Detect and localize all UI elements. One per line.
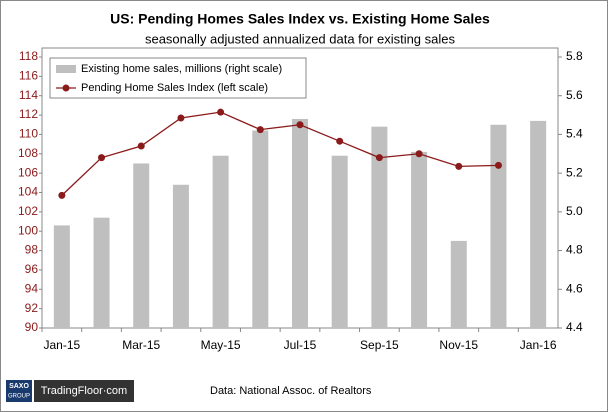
marker	[217, 108, 225, 116]
bar	[133, 163, 150, 328]
x-tick-label: May-15	[201, 338, 241, 352]
y2-tick-label: 5.4	[566, 127, 583, 141]
logo-bottom: GROUP	[8, 394, 30, 400]
y2-tick-label: 5.2	[566, 165, 583, 179]
y-tick-label: 110	[19, 127, 38, 141]
marker	[58, 191, 66, 199]
bar	[411, 151, 428, 328]
marker	[137, 142, 145, 150]
bar	[53, 225, 70, 328]
y-tick-label: 92	[25, 301, 39, 315]
marker	[296, 121, 304, 129]
bar	[212, 155, 229, 328]
marker	[494, 161, 502, 169]
y-tick-label: 98	[25, 243, 39, 257]
bar	[371, 126, 388, 328]
y-tick-label: 96	[25, 262, 39, 276]
y-tick-label: 118	[19, 49, 38, 63]
bar	[331, 155, 348, 328]
y2-tick-label: 5.0	[566, 204, 583, 218]
legend-box	[49, 57, 307, 99]
marker	[98, 154, 106, 162]
source: Data: National Assoc. of Realtors	[210, 385, 372, 397]
logo-top: SAXO	[9, 383, 29, 390]
y-tick-label: 102	[18, 204, 38, 218]
bar	[172, 184, 189, 328]
y-tick-label: 104	[18, 185, 38, 199]
bar	[530, 120, 547, 328]
x-tick-label: Mar-15	[122, 338, 160, 352]
brand: TradingFloor·com	[41, 385, 127, 397]
x-tick-label: Jul-15	[284, 338, 317, 352]
y2-tick-label: 4.4	[566, 320, 583, 334]
bar	[490, 124, 507, 328]
x-tick-label: Jan-16	[520, 338, 557, 352]
y2-tick-label: 5.8	[566, 49, 583, 63]
legend-label: Existing home sales, millions (right sca…	[81, 63, 282, 75]
y2-tick-label: 5.6	[566, 88, 583, 102]
chart-subtitle: seasonally adjusted annualized data for …	[145, 31, 456, 46]
marker	[336, 137, 344, 145]
legend-label: Pending Home Sales Index (left scale)	[81, 82, 268, 94]
y2-tick-label: 4.6	[566, 281, 583, 295]
x-tick-label: Sep-15	[360, 338, 399, 352]
bar	[292, 118, 308, 328]
y-tick-label: 106	[18, 165, 38, 179]
y2-tick-label: 4.8	[566, 243, 583, 257]
y-tick-label: 112	[19, 107, 38, 121]
bar	[450, 240, 467, 328]
bar	[93, 217, 110, 328]
y-tick-label: 114	[19, 88, 38, 102]
x-tick-label: Jan-15	[43, 338, 80, 352]
y-tick-label: 94	[25, 281, 39, 295]
x-tick-label: Nov-15	[439, 338, 478, 352]
y-tick-label: 108	[18, 146, 38, 160]
marker	[177, 114, 185, 122]
marker	[375, 154, 383, 162]
logo-box	[6, 380, 32, 402]
y-tick-label: 90	[25, 320, 39, 334]
legend-marker	[62, 84, 70, 92]
marker	[415, 150, 423, 158]
bar	[252, 130, 269, 328]
line	[61, 111, 499, 196]
marker	[256, 126, 264, 134]
y-tick-label: 100	[18, 223, 38, 237]
chart-title: US: Pending Homes Sales Index vs. Existi…	[110, 11, 490, 27]
brand-box	[34, 380, 134, 402]
legend-swatch	[56, 65, 76, 73]
marker	[455, 162, 463, 170]
y-tick-label: 116	[19, 69, 38, 83]
